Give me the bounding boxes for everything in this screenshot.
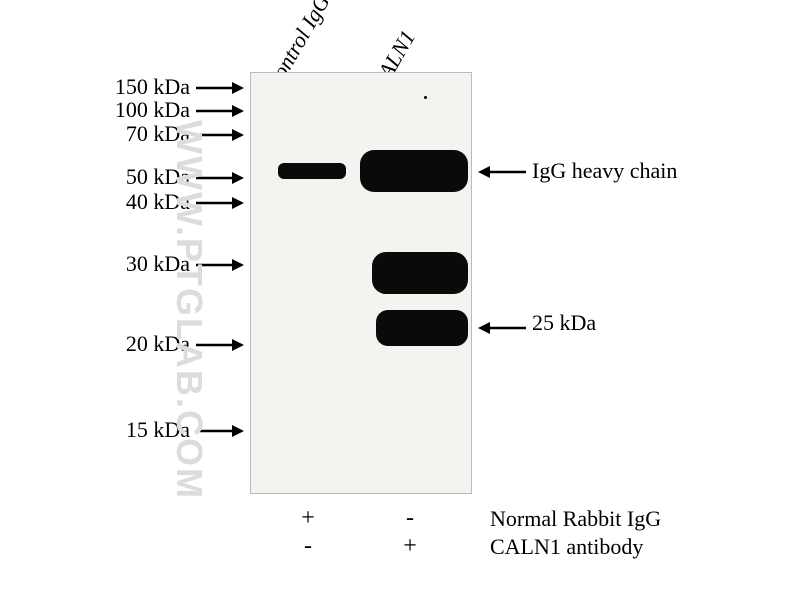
- artifact-dot: [424, 96, 427, 99]
- legend-text-0: Normal Rabbit IgG: [490, 506, 661, 532]
- legend-sym-caln1-1: +: [395, 533, 425, 560]
- band-igG-caln1: [360, 150, 468, 192]
- watermark-text: WWW.PTGLAB.COM: [168, 120, 210, 500]
- band-igG-control: [278, 163, 346, 179]
- band-25k: [376, 310, 468, 346]
- arrow-icon: [478, 162, 528, 182]
- legend-sym-ctrl-1: -: [293, 533, 323, 560]
- arrow-icon: [194, 78, 244, 98]
- figure-container: WWW.PTGLAB.COM Control IgG CALN1 150 kDa…: [0, 0, 800, 600]
- arrow-icon: [478, 318, 528, 338]
- band-28k: [372, 252, 468, 294]
- arrow-icon: [194, 101, 244, 121]
- annot-igG-heavy: IgG heavy chain: [532, 158, 677, 184]
- legend-sym-caln1-0: -: [395, 505, 425, 532]
- legend-text-1: CALN1 antibody: [490, 534, 643, 560]
- legend-sym-ctrl-0: +: [293, 505, 323, 532]
- annot-25kDa: 25 kDa: [532, 310, 596, 336]
